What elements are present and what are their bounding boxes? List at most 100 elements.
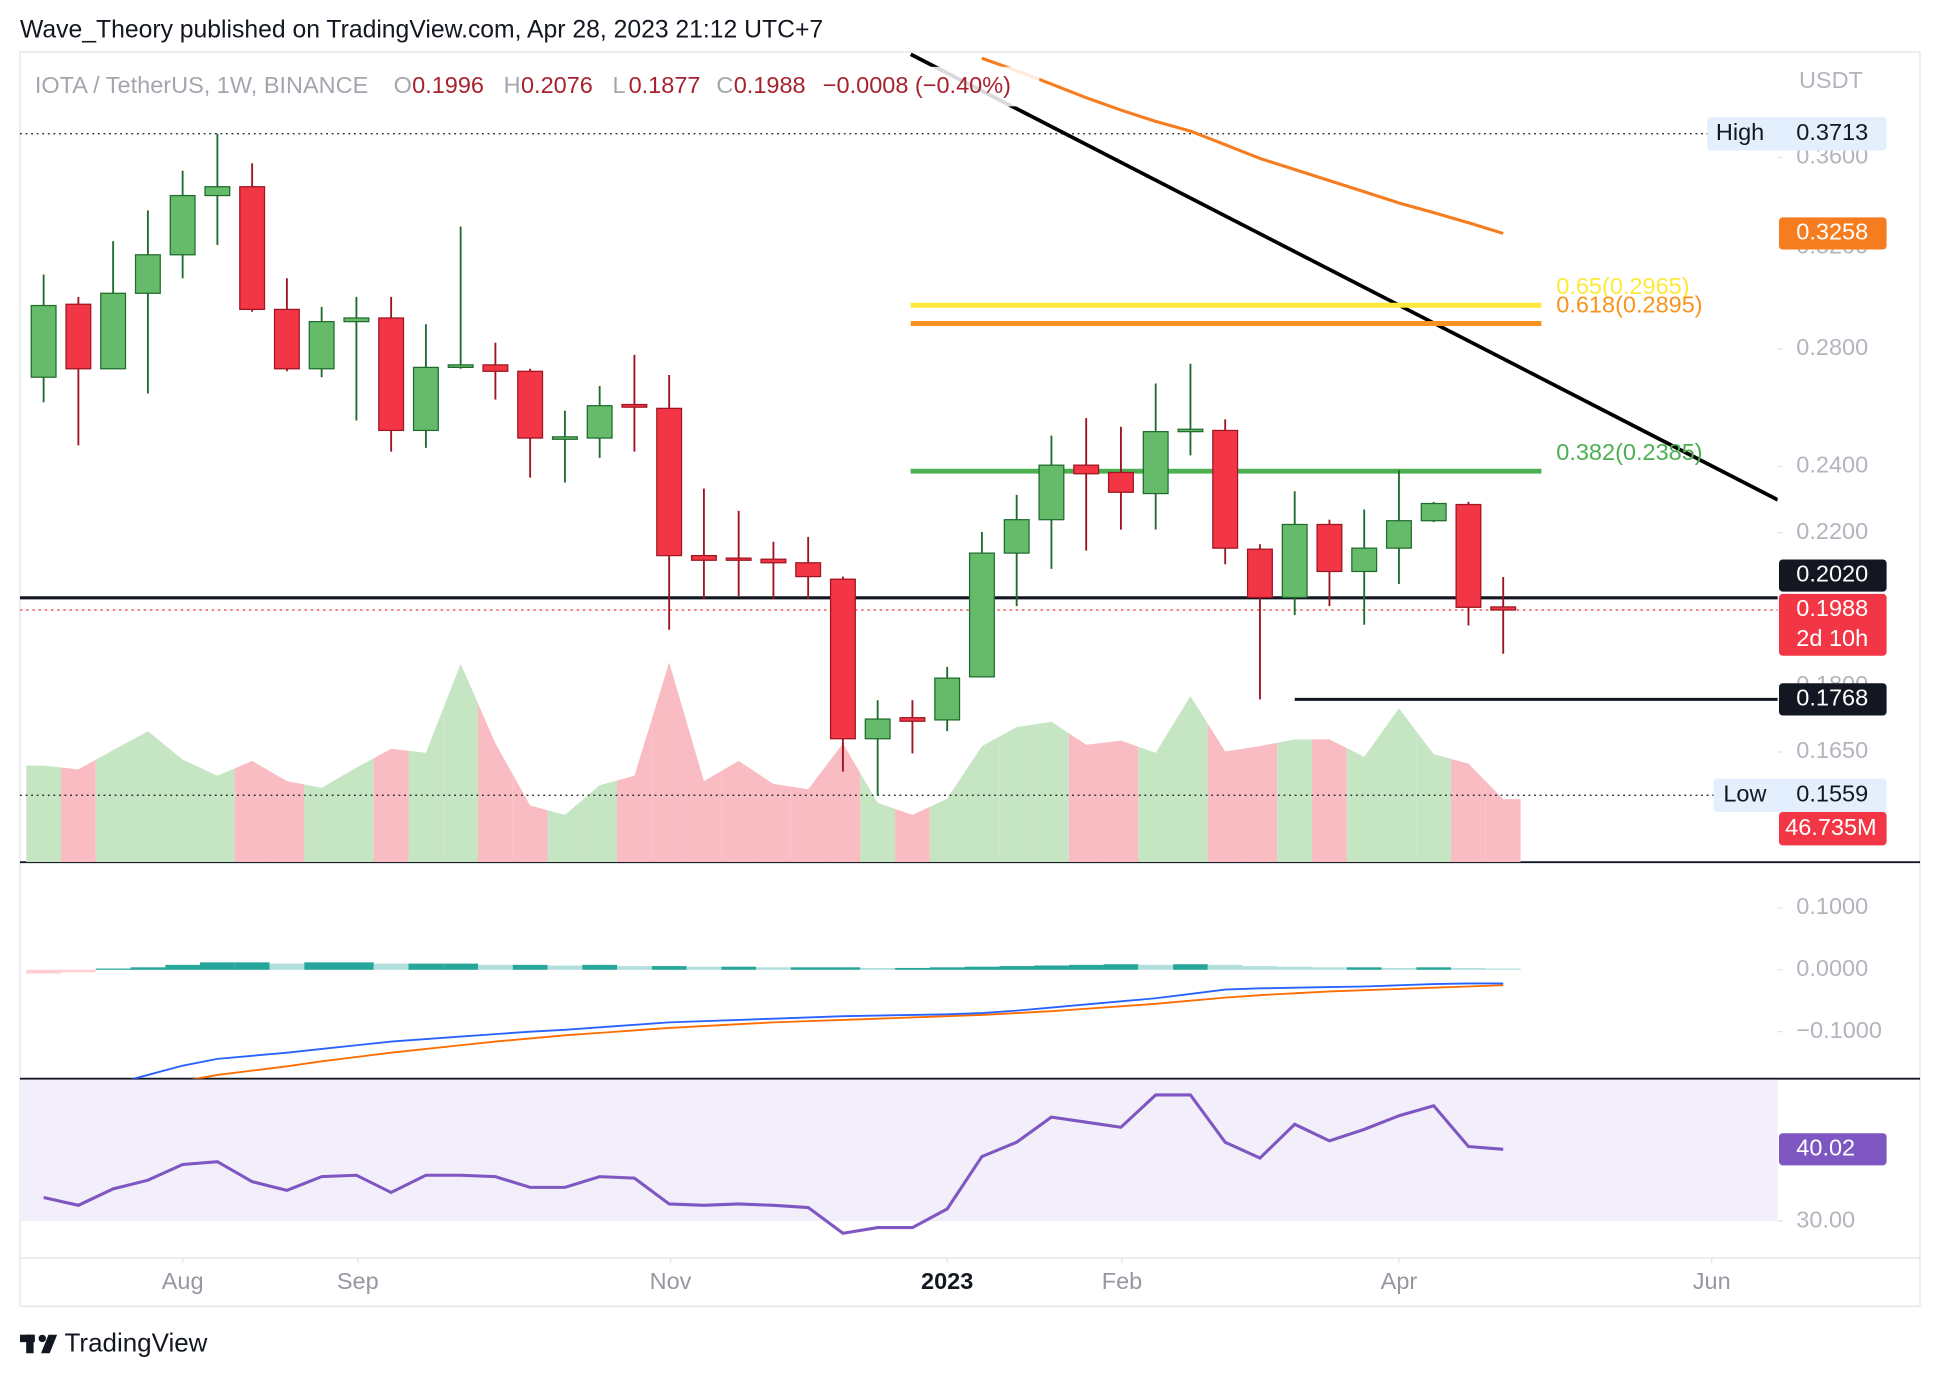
volume-area xyxy=(478,703,513,863)
volume-value: 46.735M xyxy=(1785,814,1876,840)
macd-line xyxy=(130,982,1504,1079)
y-tick-label: 0.1650 xyxy=(1796,737,1868,763)
volume-area xyxy=(895,806,930,863)
candle-body xyxy=(899,717,926,722)
macd-histogram-bar xyxy=(1103,964,1139,970)
macd-histogram-bar xyxy=(860,967,896,970)
low-label-box xyxy=(1713,778,1887,812)
fib-label: 0.382(0.2385) xyxy=(1556,439,1702,465)
legend-letter: C xyxy=(716,72,733,98)
volume-area xyxy=(1451,758,1486,863)
logo-part xyxy=(41,1334,58,1354)
volume-area xyxy=(234,760,270,863)
macd-histogram-bar xyxy=(1242,966,1278,970)
legend-value: 0.1996 xyxy=(412,72,484,98)
volume-area xyxy=(860,773,896,863)
candle-body xyxy=(795,562,822,578)
volume-area xyxy=(1138,724,1174,863)
candle-body xyxy=(204,186,231,197)
volume-area xyxy=(1346,732,1382,863)
macd-histogram-bar xyxy=(478,964,513,970)
legend-change: −0.0008 (−0.40%) xyxy=(823,72,1011,98)
macd-histogram-bar xyxy=(686,966,722,970)
macd-histogram-bar xyxy=(130,967,166,970)
macd-histogram-bar xyxy=(1068,964,1104,970)
legend-backdrop xyxy=(24,66,1040,107)
fib-label: 0.618(0.2895) xyxy=(1556,291,1702,317)
last-price: 0.1988 xyxy=(1796,595,1868,621)
logo: TradingView xyxy=(19,1327,208,1357)
legend-value: 0.2076 xyxy=(521,72,593,98)
currency-label: USDT xyxy=(1799,67,1863,93)
volume-area xyxy=(756,772,791,863)
candle-body xyxy=(1107,471,1134,493)
macd-histogram-bar xyxy=(790,967,826,970)
macd-histogram-bar xyxy=(547,965,583,970)
candle-body xyxy=(343,317,370,323)
macd-histogram-bar xyxy=(651,966,687,970)
rsi-tick-label: 30.00 xyxy=(1796,1206,1855,1232)
ma-label-box xyxy=(1778,217,1887,250)
rsi-value: 40.02 xyxy=(1796,1134,1855,1160)
candle-body xyxy=(1003,519,1030,554)
volume-area xyxy=(964,736,1000,863)
macd-histogram-bar xyxy=(1277,966,1313,970)
x-tick-label: Nov xyxy=(650,1268,692,1294)
macd-histogram-bar xyxy=(61,969,96,973)
level-label-box xyxy=(1778,559,1887,592)
brand: TradingView xyxy=(65,1327,208,1357)
candle-body xyxy=(100,292,127,370)
macd-histogram-bar xyxy=(1485,968,1521,970)
macd-tick-label: 0.0000 xyxy=(1796,955,1868,981)
macd-pane xyxy=(26,962,1521,1079)
level-value: 0.1768 xyxy=(1796,685,1868,711)
candle-body xyxy=(1246,548,1273,599)
volume-area xyxy=(721,760,757,863)
rsi-label-box xyxy=(1778,1133,1887,1166)
countdown: 2d 10h xyxy=(1796,625,1868,651)
legend-symbol: IOTA / TetherUS, 1W, BINANCE xyxy=(35,72,368,98)
rsi-line xyxy=(43,1093,1504,1235)
macd-histogram-bar xyxy=(1173,964,1208,970)
macd-histogram-bar xyxy=(200,962,235,970)
macd-histogram-bar xyxy=(304,962,340,970)
rsi-pane xyxy=(19,1079,1778,1235)
candle-body xyxy=(1142,431,1169,495)
candle-body xyxy=(864,718,891,740)
ma-value: 0.3258 xyxy=(1796,219,1868,245)
macd-histogram-bar xyxy=(339,962,374,970)
fib-label: 0.65(0.2965) xyxy=(1556,273,1689,299)
candle-body xyxy=(30,304,57,378)
legend-letter: O xyxy=(394,72,412,98)
volume-area xyxy=(1207,723,1243,863)
candle-body xyxy=(1420,502,1447,522)
macd-histogram-bar xyxy=(756,967,791,970)
volume-label-box xyxy=(1778,811,1887,846)
volume-area xyxy=(1103,740,1139,863)
level-value: 0.2020 xyxy=(1796,561,1868,587)
volume-area xyxy=(95,740,131,863)
candle-body xyxy=(934,677,961,721)
macd-histogram-bar xyxy=(1138,964,1174,970)
macd-histogram-bar xyxy=(26,969,62,974)
logo-part xyxy=(38,1334,46,1343)
volume-area xyxy=(1242,742,1278,863)
volume-area xyxy=(443,663,479,863)
candle-body xyxy=(968,552,995,678)
candle-body xyxy=(1177,428,1204,433)
legend-value: 0.1988 xyxy=(734,72,806,98)
price-pane xyxy=(19,52,1778,863)
volume-area xyxy=(200,767,235,863)
frame xyxy=(19,51,1921,1307)
volume-area xyxy=(26,765,62,863)
candle-body xyxy=(725,557,752,561)
legend-letter: L xyxy=(613,72,626,98)
legend: IOTA / TetherUS, 1W, BINANCE O 0.1996 H … xyxy=(24,66,1040,107)
macd-histogram-bar xyxy=(373,963,409,970)
candle-body xyxy=(1490,606,1517,611)
macd-histogram-bar xyxy=(512,964,548,970)
volume-area xyxy=(130,731,166,863)
low-value: 0.1559 xyxy=(1796,780,1868,806)
candle-body xyxy=(1073,464,1100,475)
